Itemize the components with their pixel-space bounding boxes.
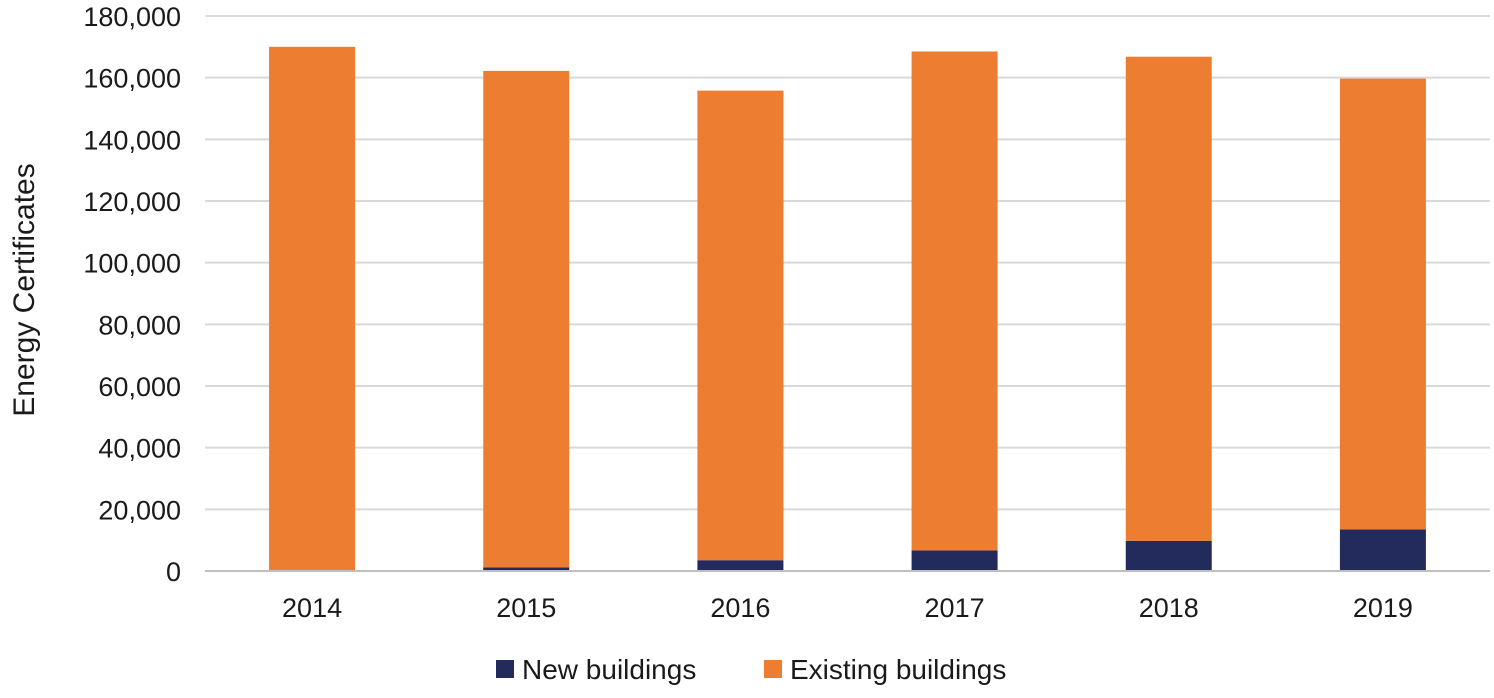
bar-new-buildings-2019	[1339, 529, 1426, 571]
y-tick-label: 80,000	[98, 310, 181, 340]
legend-label: New buildings	[522, 654, 696, 685]
bar-existing-buildings-2014	[269, 46, 356, 571]
bar-existing-buildings-2019	[1339, 78, 1426, 530]
x-tick-label: 2019	[1353, 593, 1413, 623]
y-tick-label: 40,000	[98, 434, 181, 464]
legend: New buildings Existing buildings	[496, 654, 1006, 685]
y-tick-label: 60,000	[98, 372, 181, 402]
x-tick-labels: 2014 2015 2016 2017 2018 2019	[282, 593, 1413, 623]
bars	[269, 46, 1426, 571]
bar-new-buildings-2017	[911, 550, 998, 571]
y-tick-label: 0	[166, 557, 181, 587]
bar-new-buildings-2015	[483, 567, 570, 571]
gridlines	[205, 15, 1490, 511]
bar-new-buildings-2018	[1125, 540, 1212, 571]
bar-new-buildings-2016	[697, 560, 784, 571]
y-tick-label: 140,000	[83, 125, 181, 155]
y-tick-label: 100,000	[83, 249, 181, 279]
legend-label: Existing buildings	[790, 654, 1006, 685]
y-tick-label: 180,000	[83, 2, 181, 32]
legend-swatch	[764, 660, 782, 678]
bar-existing-buildings-2018	[1125, 56, 1212, 541]
x-tick-label: 2017	[925, 593, 985, 623]
y-tick-label: 20,000	[98, 495, 181, 525]
y-axis-title: Energy Certificates	[8, 163, 41, 416]
y-tick-label: 120,000	[83, 187, 181, 217]
x-tick-label: 2015	[496, 593, 556, 623]
y-tick-label: 160,000	[83, 64, 181, 94]
bar-existing-buildings-2015	[483, 70, 570, 568]
bar-existing-buildings-2016	[697, 90, 784, 561]
legend-swatch	[496, 660, 514, 678]
bar-existing-buildings-2017	[911, 51, 998, 551]
x-tick-label: 2016	[710, 593, 770, 623]
y-tick-labels: 0 20,000 40,000 60,000 80,000 100,000 120,000 1…	[83, 2, 181, 587]
x-tick-label: 2018	[1139, 593, 1199, 623]
x-tick-label: 2014	[282, 593, 342, 623]
